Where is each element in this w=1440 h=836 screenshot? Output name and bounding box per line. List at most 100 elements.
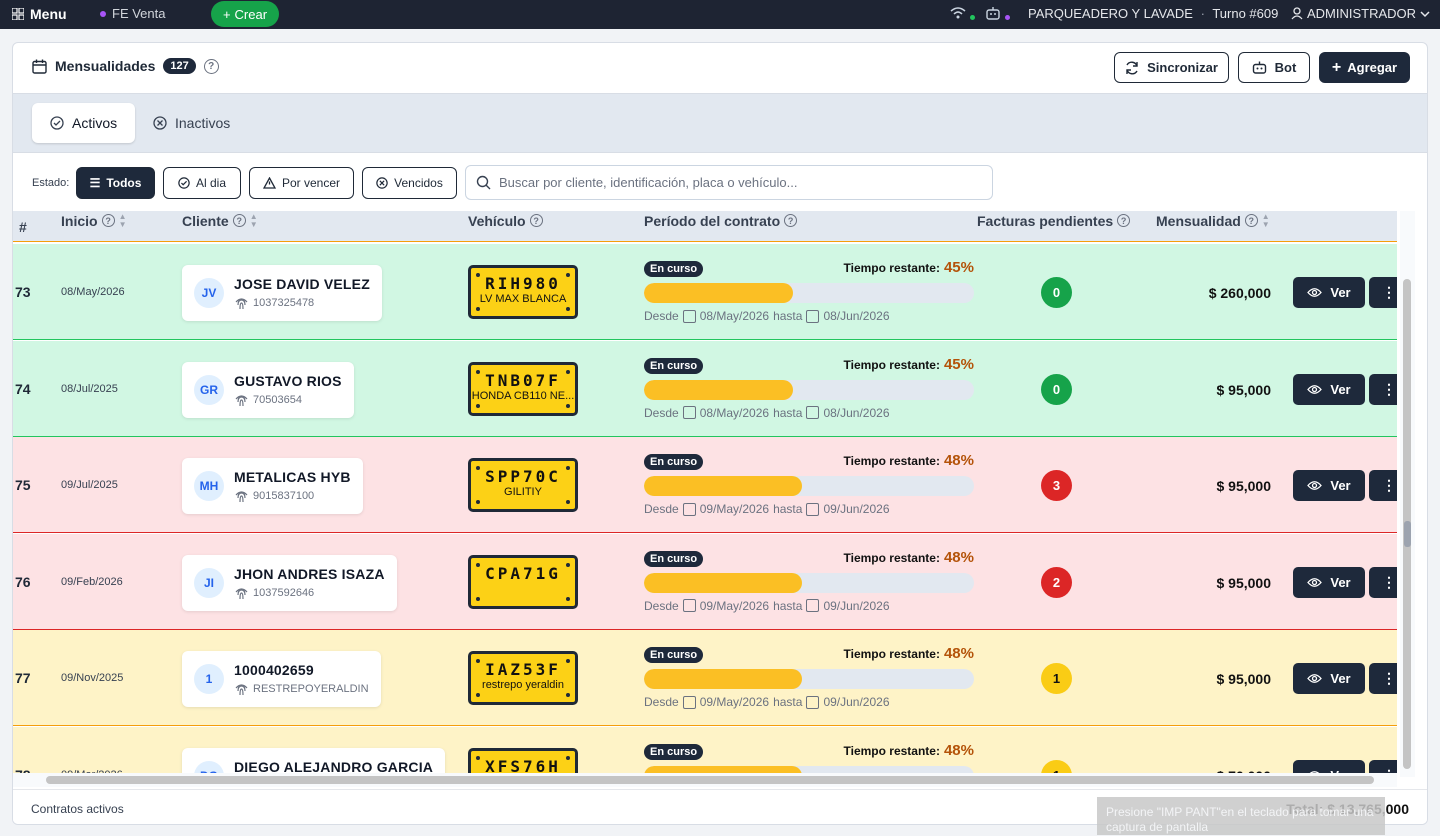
calendar-icon (806, 406, 820, 419)
horizontal-scroll-thumb[interactable] (46, 776, 1374, 784)
vehicle-description: HONDA CB110 NE... (471, 389, 575, 402)
plus-icon: + (1331, 58, 1342, 76)
chevron-down-icon (1420, 10, 1430, 17)
status-badge: En curso (644, 357, 704, 374)
sort-icon[interactable]: ▲ ▼ (118, 211, 127, 229)
client-name: 1000402659 (234, 662, 314, 678)
remaining-time: Tiempo restante: 45% (843, 259, 975, 276)
plate-number: RIH980 (485, 274, 561, 293)
add-button[interactable]: + Agregar (1319, 52, 1410, 83)
view-button[interactable]: Ver (1293, 663, 1365, 694)
help-icon[interactable]: ? (1244, 214, 1258, 227)
filter-al-dia-button[interactable]: Al dia (163, 167, 241, 199)
robot-icon (1252, 61, 1266, 74)
row-number: 76 (15, 573, 31, 590)
col-inicio[interactable]: Inicio? ▲ ▼ (61, 211, 127, 229)
title-text: Mensualidades (55, 58, 156, 74)
remaining-percent: 48% (943, 741, 974, 759)
filter-todos-button[interactable]: ☰ Todos (76, 167, 155, 199)
tab-activos-label: Activos (72, 115, 118, 131)
more-options-button[interactable]: ⋮ (1369, 566, 1397, 598)
client-card[interactable]: GR GUSTAVO RIOS 70503654 (182, 361, 354, 418)
card-header: Mensualidades 127 ? Sincronizar Bot + Ag… (13, 43, 1427, 93)
calendar-icon (682, 695, 696, 709)
eye-icon (1307, 577, 1323, 587)
more-options-button[interactable]: ⋮ (1369, 663, 1397, 694)
view-label: Ver (1330, 381, 1351, 397)
contract-period: En curso Tiempo restante: 45% Desde 08/Ma… (644, 259, 974, 323)
sync-label: Sincronizar (1147, 60, 1218, 75)
row-start-date: 09/Nov/2025 (61, 672, 124, 684)
tab-activos[interactable]: Activos (32, 103, 136, 143)
help-icon[interactable]: ? (1117, 214, 1131, 227)
period-dates: Desde 08/May/2026 hasta 08/Jun/2026 (644, 309, 890, 323)
more-options-button[interactable]: ⋮ (1369, 277, 1397, 308)
table-row: 73 08/May/2026 JV JOSE DAVID VELEZ 10373… (13, 244, 1397, 340)
help-icon[interactable]: ? (203, 58, 219, 74)
sort-icon[interactable]: ▲ ▼ (249, 211, 258, 229)
license-plate: SPP70C GILITIY (468, 458, 578, 512)
col-vehiculo: Vehículo? (468, 205, 543, 236)
remaining-percent: 48% (943, 548, 974, 566)
eye-icon (1307, 674, 1323, 683)
progress-fill (644, 283, 793, 303)
search-input[interactable]: Buscar por cliente, identificación, plac… (465, 165, 993, 200)
bot-status-icon[interactable] (985, 6, 1010, 23)
help-icon[interactable]: ? (784, 214, 798, 227)
x-circle-icon (153, 116, 167, 130)
client-card[interactable]: MH METALICAS HYB 9015837100 (182, 458, 363, 514)
col-cliente[interactable]: Cliente? ▲ ▼ (182, 211, 258, 229)
pending-invoices-badge: 2 (1041, 566, 1072, 598)
filter-vencidos-button[interactable]: Vencidos (362, 167, 457, 199)
filters-bar: Estado: ☰ Todos Al dia Por vencer Vencid… (13, 153, 1427, 211)
screenshot-tooltip: Presione "IMP PANT"en el teclado para to… (1097, 797, 1385, 835)
progress-bar (644, 379, 974, 400)
row-number: 73 (15, 284, 31, 300)
fingerprint-icon (235, 587, 248, 599)
filter-por-vencer-button[interactable]: Por vencer (249, 167, 354, 199)
client-card[interactable]: JI JHON ANDRES ISAZA 1037592646 (182, 554, 397, 611)
client-card[interactable]: 1 1000402659 RESTREPOYERALDIN (182, 651, 381, 707)
fe-venta-link[interactable]: FE Venta (100, 6, 165, 21)
eye-icon (1307, 288, 1323, 297)
tab-inactivos[interactable]: Inactivos (135, 103, 248, 143)
view-button[interactable]: Ver (1293, 470, 1365, 501)
help-icon[interactable]: ? (101, 214, 115, 227)
fingerprint-icon (235, 491, 248, 503)
remaining-time: Tiempo restante: 48% (843, 548, 975, 566)
progress-bar (644, 283, 974, 303)
view-button[interactable]: Ver (1293, 277, 1365, 308)
contract-period: En curso Tiempo restante:48% Desde 09/Ma… (644, 549, 974, 613)
vertical-scroll-thumb[interactable] (1404, 521, 1411, 547)
fe-venta-label: FE Venta (112, 6, 166, 21)
fingerprint-icon (235, 394, 248, 406)
calendar-icon (682, 599, 696, 612)
view-button[interactable]: Ver (1293, 566, 1365, 598)
progress-bar (644, 476, 974, 496)
menu-label: Menu (30, 6, 67, 22)
pending-invoices-badge: 1 (1041, 663, 1072, 694)
client-card[interactable]: JV JOSE DAVID VELEZ 1037325478 (182, 265, 382, 321)
sort-icon[interactable]: ▲ ▼ (1261, 211, 1270, 229)
wifi-icon[interactable] (950, 6, 975, 23)
user-menu[interactable]: ADMINISTRADOR (1291, 6, 1430, 21)
menu-button[interactable]: Menu (12, 6, 67, 22)
client-name: DIEGO ALEJANDRO GARCIA (234, 758, 434, 775)
sync-button[interactable]: Sincronizar (1114, 52, 1229, 83)
period-dates: Desde 09/May/2026 hasta 09/Jun/2026 (644, 598, 890, 613)
view-label: Ver (1330, 574, 1351, 590)
view-button[interactable]: Ver (1293, 373, 1365, 405)
bot-button[interactable]: Bot (1238, 52, 1310, 83)
license-plate: CPA71G (468, 554, 578, 609)
more-options-button[interactable]: ⋮ (1369, 373, 1397, 405)
monthly-amount: $ 95,000 (1216, 574, 1272, 591)
crear-button[interactable]: + Crear (211, 1, 279, 27)
footer-label: Contratos activos (31, 802, 124, 816)
calendar-icon (32, 59, 47, 74)
col-mensualidad[interactable]: Mensualidad? ▲ ▼ (1156, 211, 1270, 229)
help-icon[interactable]: ? (529, 214, 543, 227)
help-icon[interactable]: ? (232, 214, 246, 227)
fingerprint-icon (235, 298, 248, 310)
more-options-button[interactable]: ⋮ (1369, 470, 1397, 501)
status-badge: En curso (644, 261, 704, 277)
